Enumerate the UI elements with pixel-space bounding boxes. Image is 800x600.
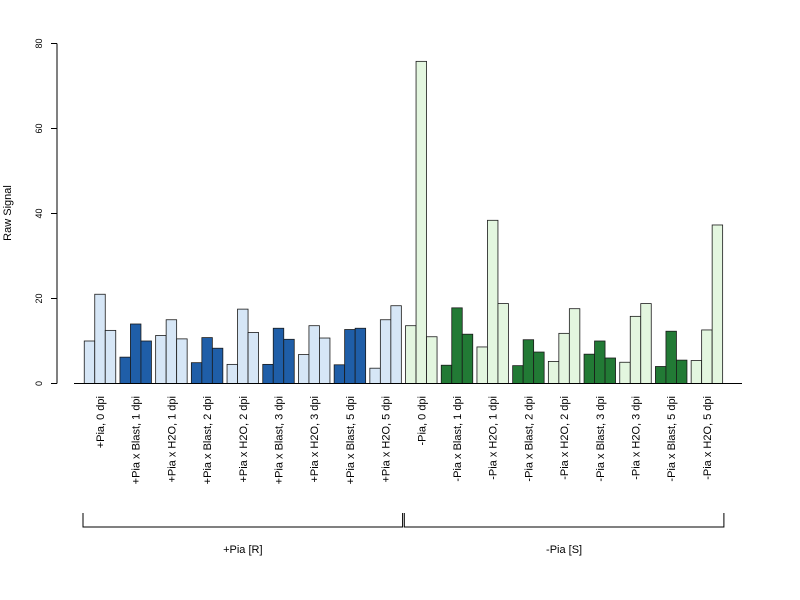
bar — [333, 364, 346, 384]
bar — [272, 327, 285, 384]
bar — [130, 323, 142, 384]
bar — [104, 329, 117, 384]
x-tick-label: -Pia x Blast, 3 dpi — [595, 396, 607, 482]
x-tick-label: +Pia x Blast, 1 dpi — [131, 396, 143, 484]
x-tick-label: +Pia, 0 dpi — [95, 396, 107, 448]
bar — [176, 338, 188, 384]
bar — [211, 347, 224, 384]
bar — [604, 357, 616, 384]
x-tick-label: -Pia x H2O, 3 dpi — [631, 396, 643, 480]
bar — [690, 360, 703, 384]
y-tick-label: 0 — [34, 381, 44, 386]
x-tick-label: +Pia x H2O, 3 dpi — [309, 396, 321, 483]
bar — [140, 340, 152, 384]
bar — [226, 363, 238, 384]
group-bracket — [82, 513, 404, 528]
x-tick-label: +Pia x Blast, 5 dpi — [345, 396, 357, 484]
group-label: -Pia [S] — [546, 544, 582, 556]
bar — [676, 359, 688, 384]
bar — [298, 354, 310, 384]
bar — [497, 303, 509, 384]
group-brackets: +Pia [R] -Pia [S] — [82, 513, 725, 556]
bars — [83, 60, 724, 384]
bar — [308, 325, 320, 384]
x-tick-label: +Pia x H2O, 2 dpi — [238, 396, 250, 483]
x-tick-label: -Pia x Blast, 2 dpi — [523, 396, 535, 482]
x-tick-label: -Pia x Blast, 1 dpi — [452, 396, 464, 482]
bar — [665, 330, 677, 384]
bar — [119, 356, 131, 384]
bar — [319, 337, 331, 384]
bar — [583, 353, 595, 384]
bar — [461, 333, 474, 384]
bar — [640, 303, 652, 384]
bar — [594, 340, 606, 384]
bar — [405, 325, 417, 384]
bar — [237, 308, 249, 384]
bar — [451, 307, 463, 384]
bar — [94, 293, 106, 384]
x-tick-label: -Pia x H2O, 5 dpi — [702, 396, 714, 480]
x-tick-label: -Pia, 0 dpi — [416, 396, 428, 446]
bar — [533, 351, 545, 384]
bar — [701, 329, 713, 384]
bar — [155, 335, 167, 384]
y-tick-label: 60 — [34, 123, 44, 133]
bar — [440, 364, 453, 384]
bar — [262, 363, 274, 384]
x-tick-label: +Pia x Blast, 3 dpi — [274, 396, 286, 484]
x-tick-label: +Pia x H2O, 5 dpi — [381, 396, 393, 483]
bar — [379, 319, 392, 384]
bar — [247, 332, 259, 384]
bar — [655, 366, 667, 384]
bar — [83, 340, 96, 384]
bar — [711, 224, 724, 384]
group-label: +Pia [R] — [223, 544, 262, 556]
bar — [547, 360, 560, 384]
bar — [190, 362, 203, 384]
bar — [344, 329, 356, 384]
bar — [354, 327, 367, 384]
x-tick-label: +Pia x H2O, 1 dpi — [166, 396, 178, 483]
x-tick-labels: +Pia, 0 dpi +Pia x Blast, 1 dpi +Pia x H2O… — [95, 396, 714, 484]
bar — [201, 337, 213, 384]
x-tick-label: -Pia x H2O, 2 dpi — [559, 396, 571, 480]
bar — [619, 361, 631, 384]
bar — [415, 60, 427, 384]
bar — [476, 346, 488, 384]
bar — [629, 315, 642, 384]
x-tick-label: -Pia x Blast, 5 dpi — [666, 396, 678, 482]
y-tick-label: 40 — [34, 208, 44, 218]
bar — [165, 319, 178, 384]
bar — [522, 339, 535, 384]
x-tick-label: -Pia x H2O, 1 dpi — [488, 396, 500, 480]
bar — [390, 305, 402, 384]
bar — [426, 336, 438, 384]
y-tick-label: 20 — [34, 293, 44, 303]
y-tick-label: 80 — [34, 38, 44, 48]
bar — [283, 338, 295, 384]
bar — [568, 308, 581, 384]
group-bracket — [403, 513, 725, 528]
bar — [512, 365, 524, 384]
bar — [369, 367, 381, 384]
bar — [487, 219, 499, 384]
x-tick-label: +Pia x Blast, 2 dpi — [202, 396, 214, 484]
y-axis-label: Raw Signal — [2, 185, 14, 241]
y-axis: 0 20 40 60 80 — [34, 38, 58, 386]
bar — [558, 332, 570, 384]
